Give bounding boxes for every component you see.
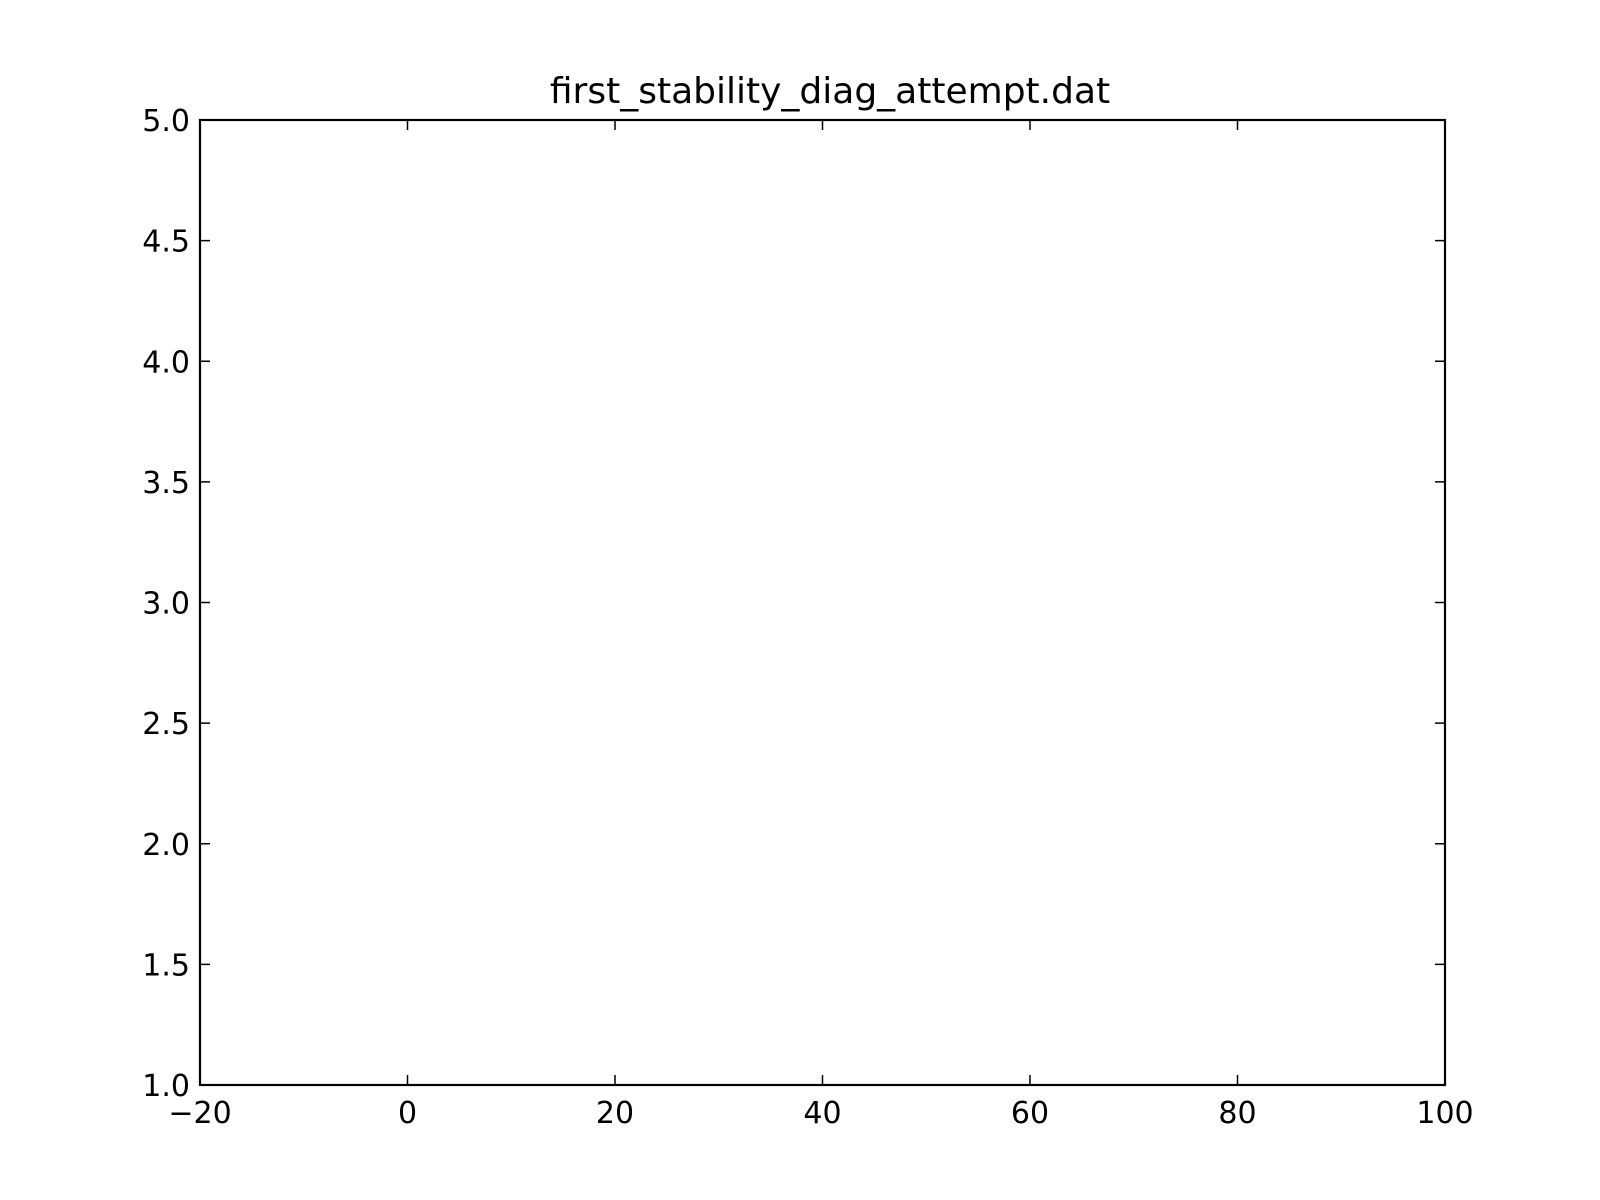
y-tick-label: 4.0: [142, 345, 190, 380]
y-tick-label: 5.0: [142, 104, 190, 139]
x-tick-label: 80: [1218, 1096, 1256, 1131]
plot-area: [198, 118, 1447, 1087]
x-tick-label: 60: [1011, 1096, 1049, 1131]
chart-title: first_stability_diag_attempt.dat: [550, 71, 1110, 112]
y-tick-label: 2.0: [142, 828, 190, 863]
x-tick-label: 0: [398, 1096, 417, 1131]
y-tick-label: 1.0: [142, 1069, 190, 1104]
y-tick-label: 3.5: [142, 466, 190, 501]
x-axis: −20 0 20 40 60 80 100: [168, 120, 1474, 1131]
y-tick-label: 1.5: [142, 948, 190, 983]
x-tick-label: 20: [596, 1096, 634, 1131]
y-tick-label: 4.5: [142, 225, 190, 260]
x-tick-label: 100: [1416, 1096, 1473, 1131]
x-tick-label: 40: [803, 1096, 841, 1131]
y-tick-label: 2.5: [142, 707, 190, 742]
y-axis: 1.0 1.5 2.0 2.5 3.0 3.5 4.0 4.5 5.0: [142, 104, 1445, 1104]
x-tick-label: −20: [168, 1096, 231, 1131]
y-tick-label: 3.0: [142, 587, 190, 622]
